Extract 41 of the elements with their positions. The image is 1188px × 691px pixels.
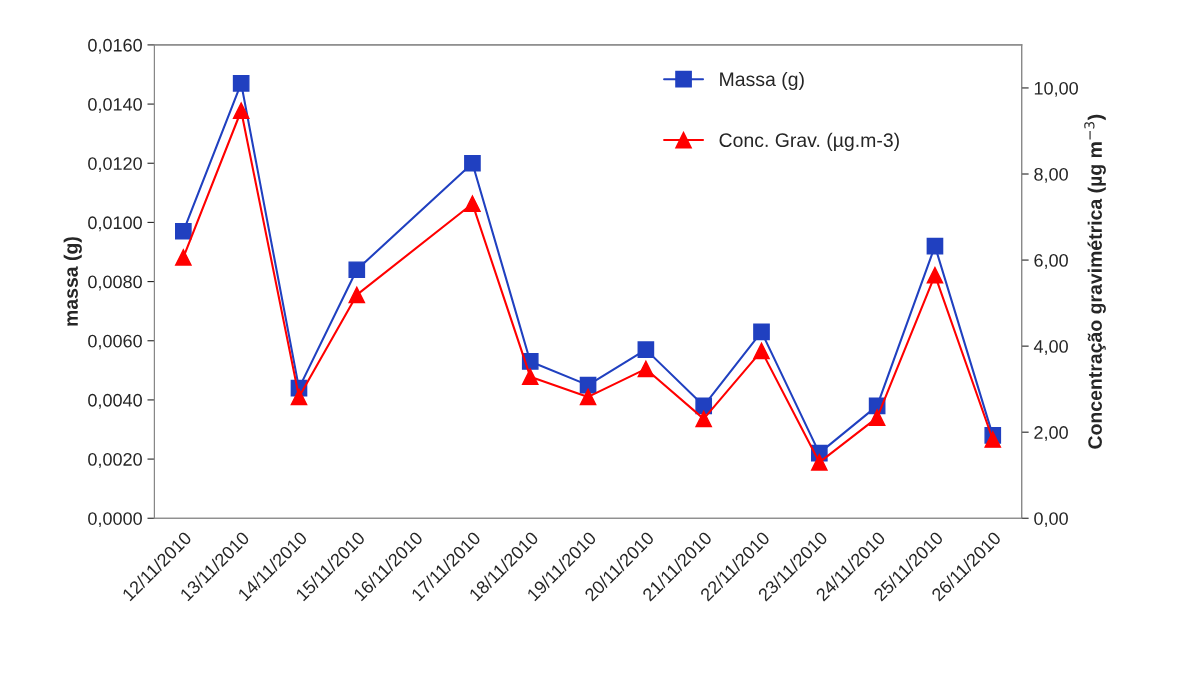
point xyxy=(290,388,308,406)
point xyxy=(926,237,944,255)
y-tick-label: 0,0120 xyxy=(88,157,142,173)
y2-axis-title: Concentração gravimétrica (µg m$^{−3}$) xyxy=(1084,114,1106,449)
y-tick-label: 0,0060 xyxy=(88,334,142,350)
point xyxy=(926,266,944,284)
point xyxy=(637,341,655,358)
y2-tick-label: 6,00 xyxy=(1034,254,1068,269)
y-tick-label: 0,0040 xyxy=(88,393,142,409)
y2-tick-label: 0,00 xyxy=(1034,512,1068,528)
y2-tick-label: 4,00 xyxy=(1033,340,1068,355)
point xyxy=(175,249,192,266)
point xyxy=(753,323,770,341)
point xyxy=(232,75,250,92)
point xyxy=(868,409,886,426)
point xyxy=(464,154,481,172)
y-tick-label: 0,0140 xyxy=(88,98,142,113)
y-tick-label: 0,0100 xyxy=(88,216,142,232)
y-axis-title: massa (g) xyxy=(63,237,82,326)
point xyxy=(348,261,366,279)
legend-label: Massa (g) xyxy=(720,71,804,91)
point xyxy=(464,195,481,213)
y-tick-label: 0,0080 xyxy=(88,275,142,291)
point xyxy=(753,342,770,360)
y-tick-label: 0,0160 xyxy=(88,38,142,54)
point xyxy=(695,410,713,428)
point xyxy=(984,431,1002,448)
y2-tick-label: 2,00 xyxy=(1034,426,1068,442)
point xyxy=(232,102,250,120)
y-tick-label: 0,0000 xyxy=(88,512,142,528)
legend-label: Conc. Grav. (µg.m-3) xyxy=(719,132,899,151)
point xyxy=(810,453,828,471)
y2-tick-label: 8,00 xyxy=(1034,167,1068,183)
point xyxy=(348,286,366,304)
y2-tick-label: 10,00 xyxy=(1034,81,1078,97)
point xyxy=(695,397,713,415)
point xyxy=(521,368,539,386)
y-tick-label: 0,0020 xyxy=(88,453,142,468)
point xyxy=(579,388,597,406)
point xyxy=(175,222,192,240)
point xyxy=(637,360,655,378)
